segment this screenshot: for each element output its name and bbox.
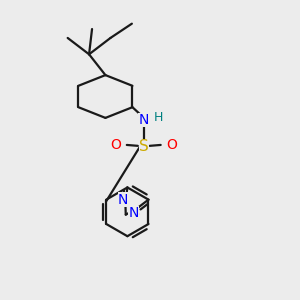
Text: O: O <box>128 208 139 222</box>
Text: S: S <box>139 139 148 154</box>
Text: N: N <box>139 113 149 127</box>
Text: H: H <box>153 111 163 124</box>
Text: O: O <box>166 138 177 152</box>
Text: N: N <box>128 206 139 220</box>
Text: N: N <box>118 193 128 206</box>
Text: O: O <box>111 138 122 152</box>
